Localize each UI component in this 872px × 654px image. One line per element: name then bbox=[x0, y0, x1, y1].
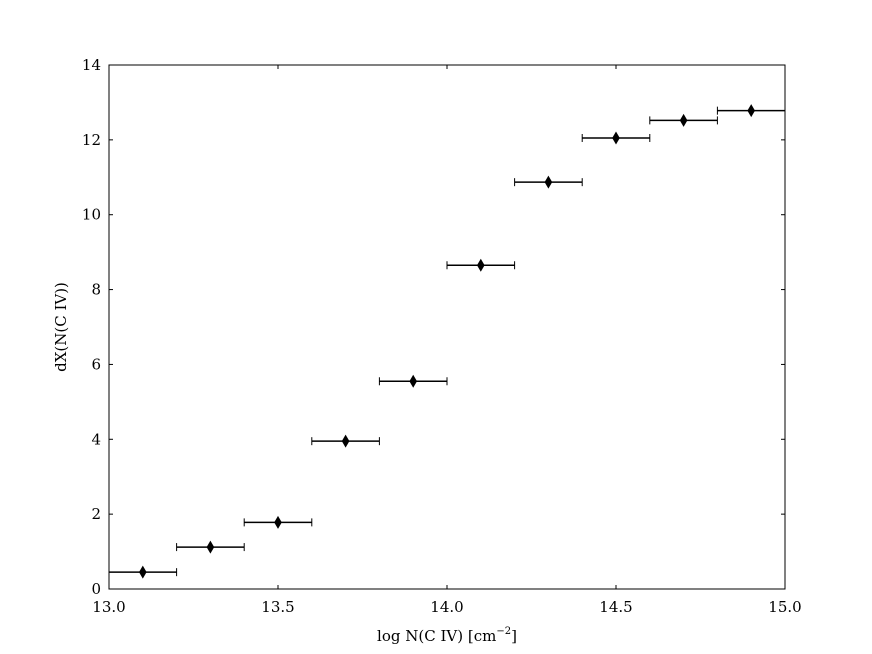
y-tick-label: 8 bbox=[91, 281, 101, 299]
x-tick-label: 13.0 bbox=[92, 598, 125, 616]
data-point bbox=[679, 113, 688, 127]
y-tick-label: 14 bbox=[82, 56, 101, 74]
data-point bbox=[409, 374, 417, 388]
x-tick-label: 13.5 bbox=[261, 598, 294, 616]
x-axis-label: log N(C IV) [cm−2] bbox=[377, 626, 517, 645]
data-point bbox=[274, 515, 282, 529]
data-point bbox=[612, 131, 620, 145]
ticks-layer: 13.0 13.5 14.0 14.5 15.0 0 2 4 6 8 10 12 14 bbox=[82, 56, 802, 616]
x-tick-label: 14.0 bbox=[430, 598, 463, 616]
y-tick-label: 6 bbox=[91, 355, 101, 373]
x-tick-label: 14.5 bbox=[599, 598, 632, 616]
y-tick-label: 4 bbox=[91, 430, 101, 448]
data-layer bbox=[108, 104, 786, 579]
x-axis-label-main: log N(C IV) [cm bbox=[377, 627, 496, 645]
y-tick-label: 0 bbox=[91, 580, 101, 598]
y-tick-label: 12 bbox=[82, 131, 101, 149]
data-point bbox=[341, 434, 350, 448]
y-axis-label: dX(N(C IV)) bbox=[52, 282, 70, 372]
data-point bbox=[747, 104, 755, 118]
data-point bbox=[139, 565, 147, 579]
data-point bbox=[477, 258, 485, 272]
x-tick-label: 15.0 bbox=[768, 598, 801, 616]
y-tick-label: 2 bbox=[91, 505, 101, 523]
x-axis-label-suffix: ] bbox=[511, 627, 517, 645]
data-point bbox=[206, 540, 215, 554]
y-tick-label: 10 bbox=[82, 206, 101, 224]
plot-frame bbox=[108, 64, 786, 590]
data-point bbox=[544, 175, 553, 189]
x-axis-label-superscript: −2 bbox=[496, 626, 511, 637]
